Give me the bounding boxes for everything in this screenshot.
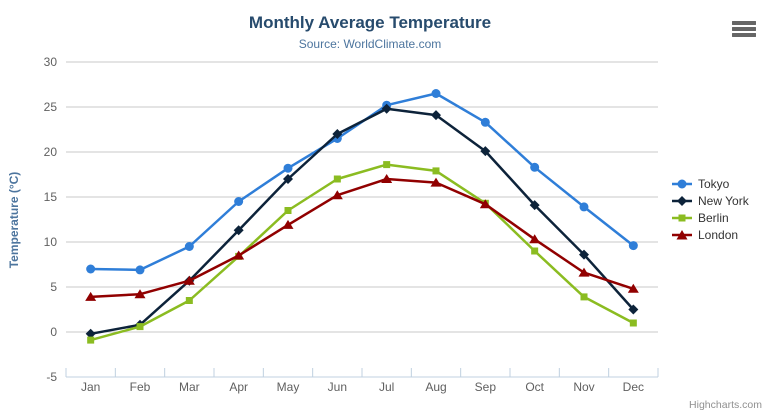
x-axis-label: Jan: [81, 380, 100, 394]
legend-item-london[interactable]: London: [671, 227, 749, 242]
legend-item-new-york[interactable]: New York: [671, 193, 749, 208]
series-marker-new-york[interactable]: [283, 174, 293, 184]
hamburger-icon: [732, 21, 756, 37]
series-marker-london[interactable]: [578, 267, 590, 277]
series-marker-berlin[interactable]: [383, 161, 391, 169]
series-marker-tokyo[interactable]: [628, 241, 638, 251]
series-marker-new-york[interactable]: [431, 110, 441, 121]
series-marker-berlin[interactable]: [629, 319, 637, 327]
chart-title: Monthly Average Temperature: [248, 13, 492, 32]
series-line-new-york[interactable]: [90, 107, 635, 336]
y-axis-label: -5: [46, 370, 57, 384]
series-marker-berlin[interactable]: [185, 297, 193, 304]
series-marker-new-york[interactable]: [332, 129, 343, 139]
x-axis-label: Dec: [623, 380, 644, 394]
series-marker-new-york[interactable]: [529, 200, 540, 211]
series-marker-berlin[interactable]: [136, 323, 144, 331]
triangle-marker-icon: [672, 229, 692, 239]
series-marker-tokyo[interactable]: [184, 242, 194, 251]
series-marker-new-york[interactable]: [381, 103, 392, 114]
legend: Tokyo New York Berlin London: [671, 176, 749, 244]
x-axis-label: Jul: [379, 380, 394, 394]
series-line-berlin[interactable]: [90, 163, 634, 342]
series-marker-london[interactable]: [529, 234, 541, 244]
series-marker-berlin[interactable]: [333, 175, 341, 183]
series-marker-tokyo[interactable]: [480, 117, 490, 127]
series-marker-berlin[interactable]: [284, 207, 292, 214]
y-axis-label: 30: [44, 55, 58, 69]
series-marker-london[interactable]: [183, 275, 195, 285]
series-marker-london[interactable]: [430, 177, 442, 187]
series-marker-new-york[interactable]: [233, 225, 244, 236]
series-marker-tokyo[interactable]: [579, 202, 589, 212]
series-marker-berlin[interactable]: [531, 247, 539, 255]
x-axis-label: Mar: [179, 380, 200, 394]
x-axis-label: Nov: [573, 380, 594, 394]
credits-link[interactable]: Highcharts.com: [689, 399, 762, 411]
x-axis-label: May: [277, 380, 300, 394]
legend-label: New York: [698, 193, 749, 208]
series-marker-tokyo[interactable]: [283, 163, 293, 173]
series-marker-tokyo[interactable]: [135, 265, 145, 275]
legend-label: London: [698, 227, 739, 242]
square-marker-icon: [672, 214, 692, 221]
legend-label: Tokyo: [698, 176, 730, 191]
y-axis-label: 5: [50, 280, 57, 294]
y-axis-label: 20: [44, 145, 58, 159]
x-axis-label: Jun: [328, 380, 347, 394]
series-marker-berlin[interactable]: [580, 293, 588, 301]
series-marker-tokyo[interactable]: [234, 197, 244, 206]
series-marker-tokyo[interactable]: [530, 162, 540, 172]
series-marker-tokyo[interactable]: [431, 89, 441, 98]
series-marker-london[interactable]: [479, 199, 491, 209]
y-axis-label: 15: [44, 190, 58, 204]
series-marker-berlin[interactable]: [87, 336, 95, 344]
series-marker-london[interactable]: [331, 190, 343, 200]
series-marker-tokyo[interactable]: [86, 264, 96, 274]
diamond-marker-icon: [672, 195, 692, 206]
series-marker-new-york[interactable]: [85, 328, 96, 339]
chart-subtitle: Source: WorldClimate.com: [298, 37, 442, 51]
x-axis-label: Oct: [525, 380, 544, 394]
legend-item-tokyo[interactable]: Tokyo: [671, 176, 749, 191]
series-marker-new-york[interactable]: [480, 146, 491, 157]
legend-item-berlin[interactable]: Berlin: [671, 210, 749, 225]
x-axis-label: Feb: [130, 380, 151, 394]
series-marker-london[interactable]: [134, 289, 146, 299]
series-marker-london[interactable]: [627, 283, 639, 293]
series-marker-london[interactable]: [233, 250, 245, 260]
y-axis-label: 25: [44, 100, 58, 114]
series-marker-london[interactable]: [85, 291, 97, 301]
series-line-tokyo[interactable]: [90, 92, 635, 272]
y-axis-label: 10: [44, 235, 58, 249]
y-axis-label: 0: [50, 325, 57, 339]
x-axis-label: Apr: [229, 380, 248, 394]
export-menu-button[interactable]: [730, 19, 758, 41]
circle-marker-icon: [672, 179, 692, 188]
series-marker-new-york[interactable]: [579, 249, 589, 260]
x-axis-label: Sep: [475, 380, 497, 394]
legend-label: Berlin: [698, 210, 729, 225]
series-marker-london[interactable]: [381, 174, 393, 183]
x-axis-label: Aug: [425, 380, 446, 394]
series-marker-berlin[interactable]: [432, 167, 440, 175]
series-line-london[interactable]: [90, 177, 634, 299]
series-marker-new-york[interactable]: [628, 304, 639, 315]
series-marker-london[interactable]: [282, 219, 294, 229]
